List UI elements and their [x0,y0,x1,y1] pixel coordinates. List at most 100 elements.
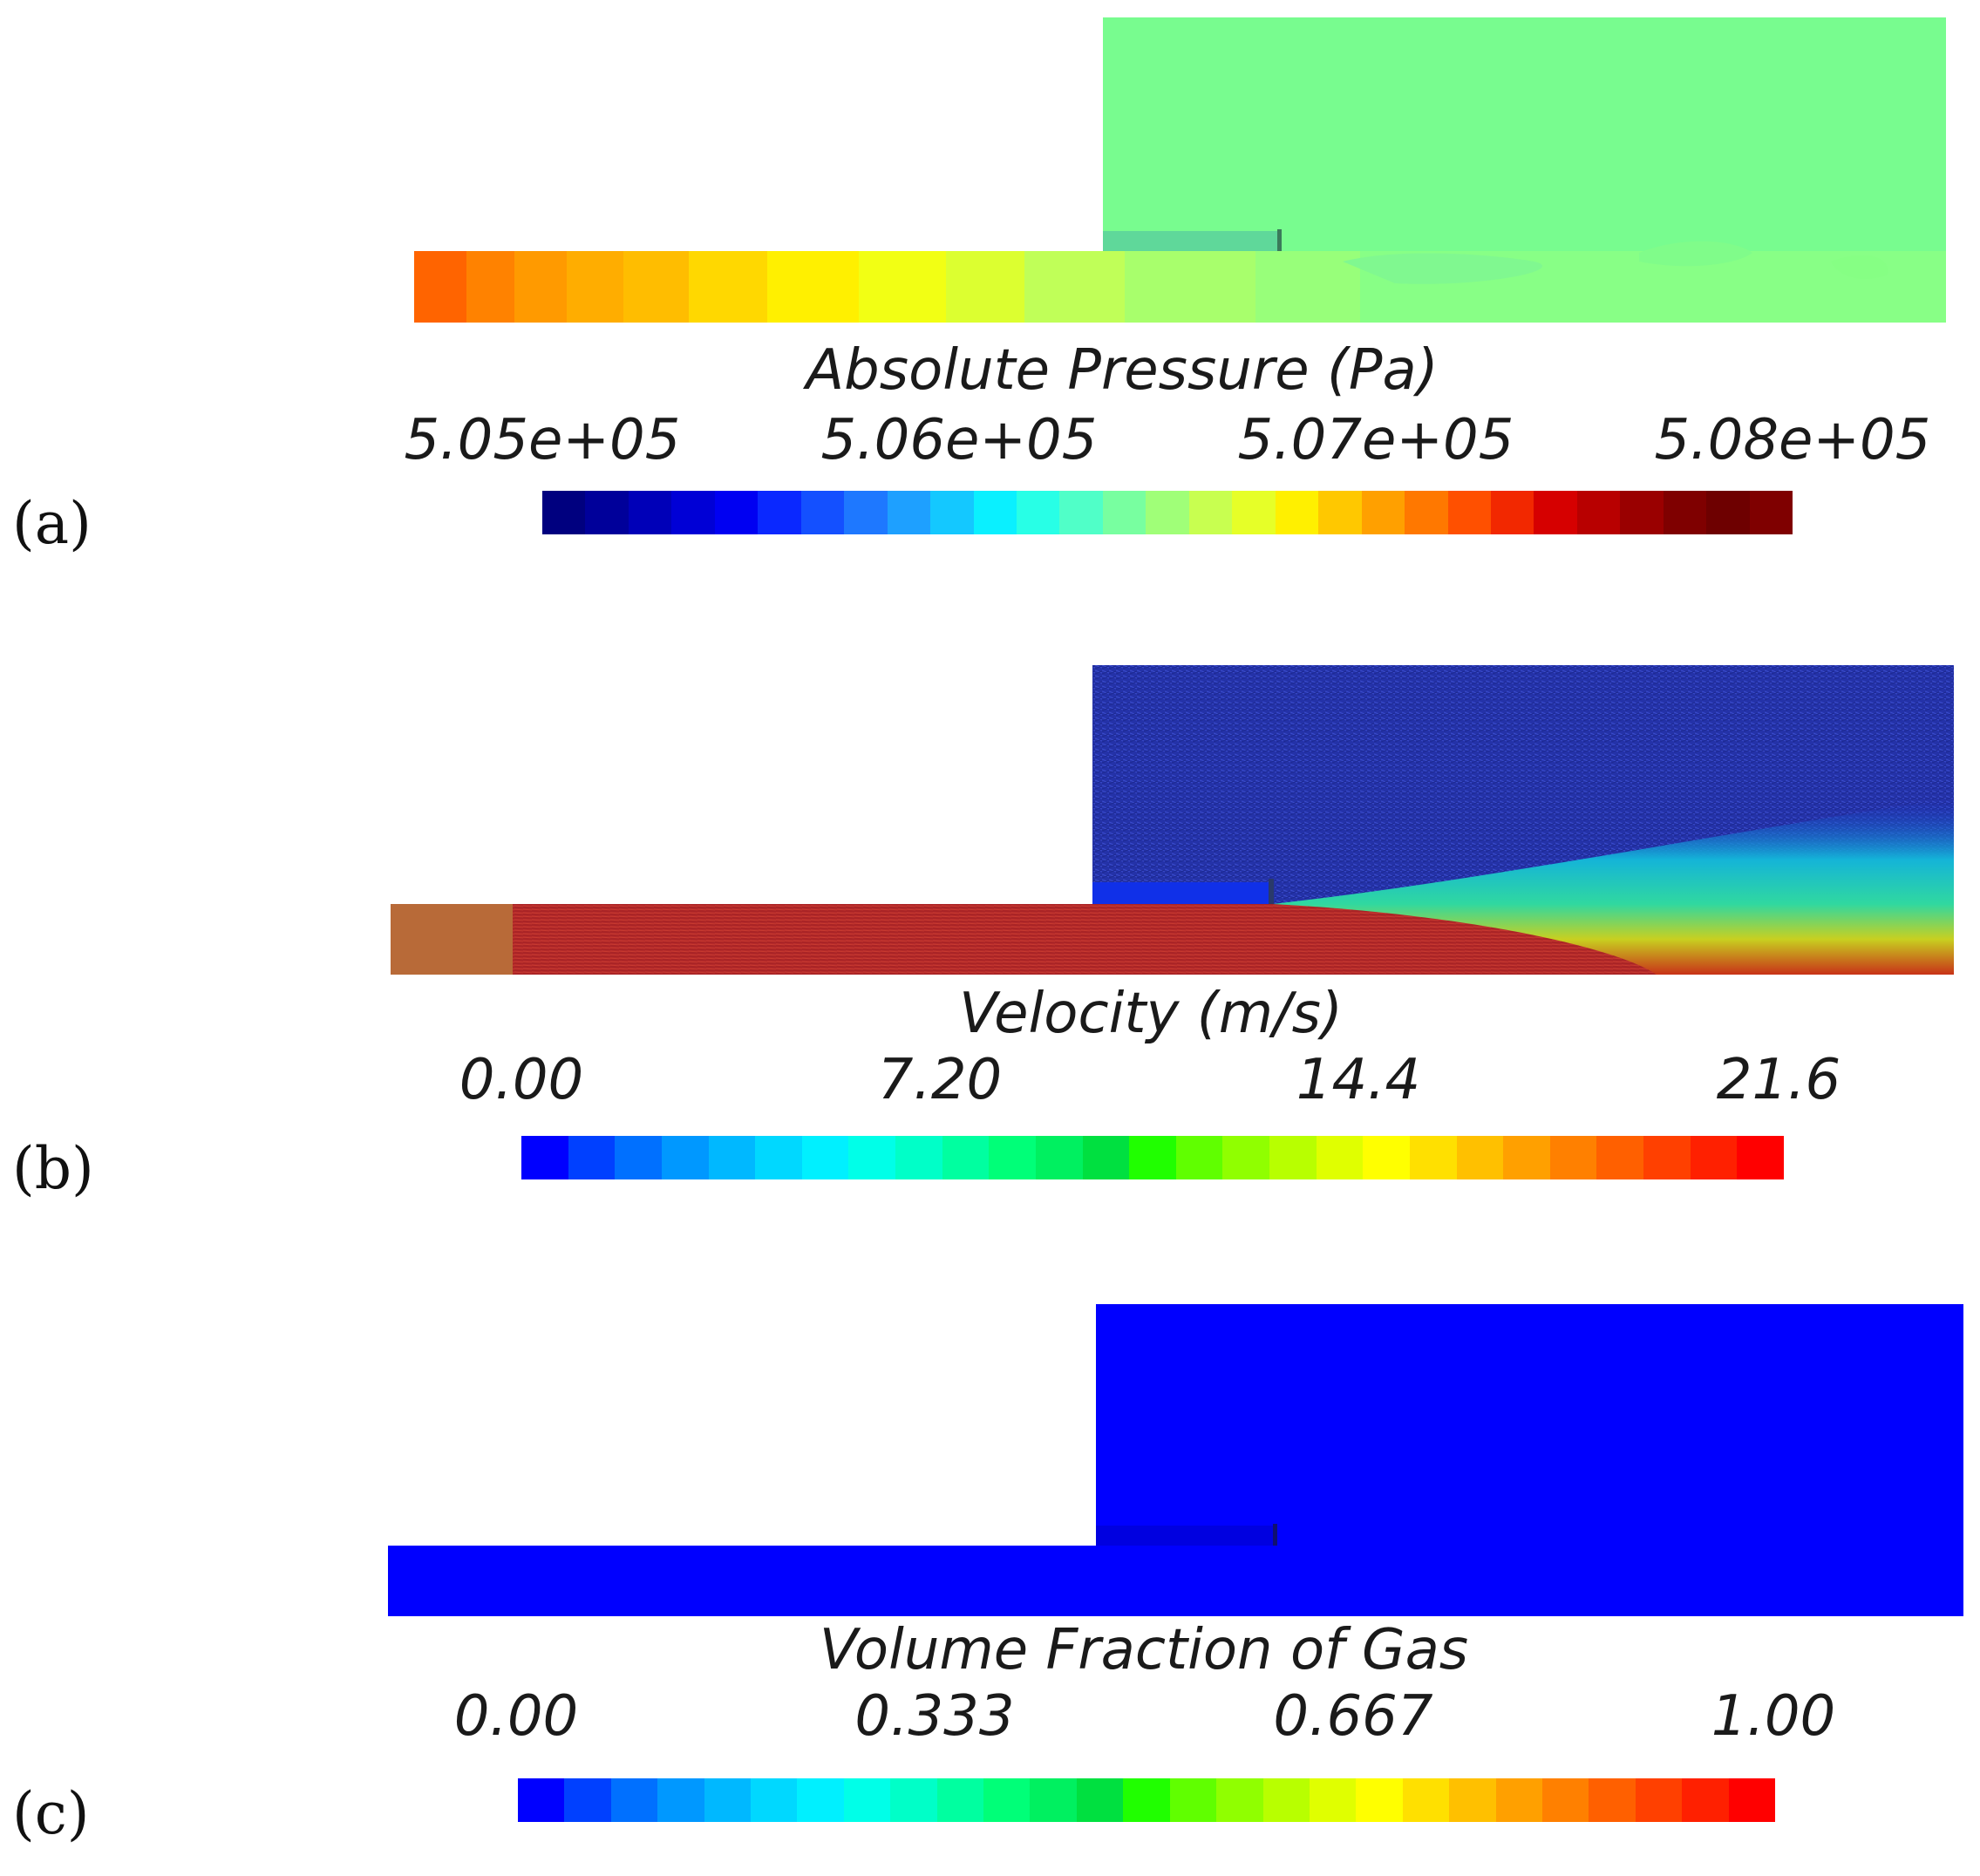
lip [1103,231,1279,251]
pressure-tick-3: 5.08e+05 [1654,408,1931,472]
colorbar-swatch [568,1136,616,1179]
panel-label-a: (a) [12,490,92,557]
colorbar-swatch [714,491,759,534]
colorbar-swatch [661,1136,709,1179]
colorbar-swatch [1082,1136,1130,1179]
colorbar-swatch [628,491,672,534]
colorbar-swatch [973,491,1017,534]
lip [1092,882,1269,904]
lower-channel [388,1546,1963,1616]
colorbar-swatch [1635,1778,1683,1822]
colorbar-swatch [1706,491,1750,534]
gas-fraction-tick-0: 0.00 [453,1684,579,1749]
velocity-tick-0: 0.00 [459,1048,584,1112]
colorbar-swatch [1269,1136,1317,1179]
colorbar-swatch [1589,1778,1636,1822]
gas-fraction-colorbar-title: Volume Fraction of Gas [819,1618,1469,1682]
colorbar-swatch [1576,491,1621,534]
velocity-colorbar [521,1136,1784,1179]
colorbar-swatch [671,491,715,534]
colorbar-swatch [1690,1136,1738,1179]
colorbar-swatch [542,491,586,534]
colorbar-swatch [758,491,801,534]
colorbar-swatch [848,1136,895,1179]
colorbar-swatch [1737,1136,1784,1179]
gas-fraction-tick-2: 0.667 [1273,1684,1433,1749]
colorbar-swatch [936,1778,984,1822]
colorbar-swatch [610,1778,658,1822]
pressure-contour-plot [414,17,1946,323]
colorbar-swatch [564,1778,611,1822]
colorbar-swatch [1682,1778,1729,1822]
velocity-tick-2: 14.4 [1296,1048,1421,1112]
colorbar-swatch [1663,491,1707,534]
pressure-tick-0: 5.05e+05 [404,408,681,472]
pressure-tick-1: 5.06e+05 [820,408,1098,472]
colorbar-swatch [755,1136,802,1179]
colorbar-swatch [708,1136,756,1179]
colorbar-swatch [1262,1778,1310,1822]
panel-b: Velocity (m/s) 0.00 7.20 14.4 21.6 (b) [0,602,1980,1238]
colorbar-swatch [1232,491,1276,534]
gas-fraction-tick-3: 1.00 [1711,1684,1836,1749]
colorbar-swatch [704,1778,752,1822]
colorbar-swatch [800,491,845,534]
colorbar-swatch [1361,491,1405,534]
colorbar-swatch [751,1778,798,1822]
panel-c: Volume Fraction of Gas 0.00 0.333 0.667 … [0,1238,1980,1876]
colorbar-swatch [615,1136,662,1179]
velocity-tick-3: 21.6 [1716,1048,1841,1112]
colorbar-swatch [1541,1778,1589,1822]
colorbar-swatch [1146,491,1189,534]
gas-fraction-tick-1: 0.333 [854,1684,1015,1749]
colorbar-swatch [1076,1778,1124,1822]
colorbar-swatch [1123,1778,1170,1822]
colorbar-swatch [1405,491,1448,534]
gas-fraction-contour-plot [388,1304,1963,1616]
gas-fraction-colorbar [518,1778,1775,1822]
colorbar-swatch [1490,491,1534,534]
colorbar-swatch [1016,491,1060,534]
colorbar-swatch [1188,491,1233,534]
colorbar-swatch [1447,491,1491,534]
colorbar-swatch [1643,1136,1691,1179]
colorbar-swatch [521,1136,568,1179]
colorbar-swatch [1309,1778,1357,1822]
colorbar-swatch [1356,1778,1403,1822]
velocity-tick-1: 7.20 [877,1048,1003,1112]
colorbar-swatch [942,1136,990,1179]
colorbar-swatch [1534,491,1577,534]
colorbar-swatch [1222,1136,1269,1179]
colorbar-swatch [983,1778,1031,1822]
colorbar-swatch [1318,491,1362,534]
colorbar-swatch [1620,491,1664,534]
colorbar-swatch [930,491,974,534]
colorbar-swatch [843,1778,891,1822]
colorbar-swatch [844,491,888,534]
colorbar-swatch [1409,1136,1457,1179]
colorbar-swatch [797,1778,844,1822]
colorbar-swatch [1728,1778,1775,1822]
colorbar-swatch [1275,491,1319,534]
colorbar-swatch [657,1778,704,1822]
colorbar-swatch [1456,1136,1504,1179]
pressure-colorbar-title: Absolute Pressure (Pa) [806,338,1439,403]
colorbar-swatch [1102,491,1146,534]
colorbar-swatch [1169,1778,1217,1822]
colorbar-swatch [1749,491,1793,534]
colorbar-swatch [1549,1136,1597,1179]
pressure-tick-2: 5.07e+05 [1237,408,1514,472]
panel-label-b: (b) [12,1135,94,1202]
colorbar-swatch [1363,1136,1410,1179]
colorbar-swatch [1402,1778,1450,1822]
colorbar-swatch [1059,491,1103,534]
colorbar-swatch [1503,1136,1550,1179]
colorbar-swatch [801,1136,849,1179]
pressure-colorbar [542,491,1793,534]
velocity-contour-plot [391,665,1954,975]
colorbar-swatch [1316,1136,1364,1179]
colorbar-swatch [1175,1136,1223,1179]
colorbar-swatch [887,491,931,534]
colorbar-swatch [1449,1778,1496,1822]
colorbar-swatch [1495,1778,1542,1822]
